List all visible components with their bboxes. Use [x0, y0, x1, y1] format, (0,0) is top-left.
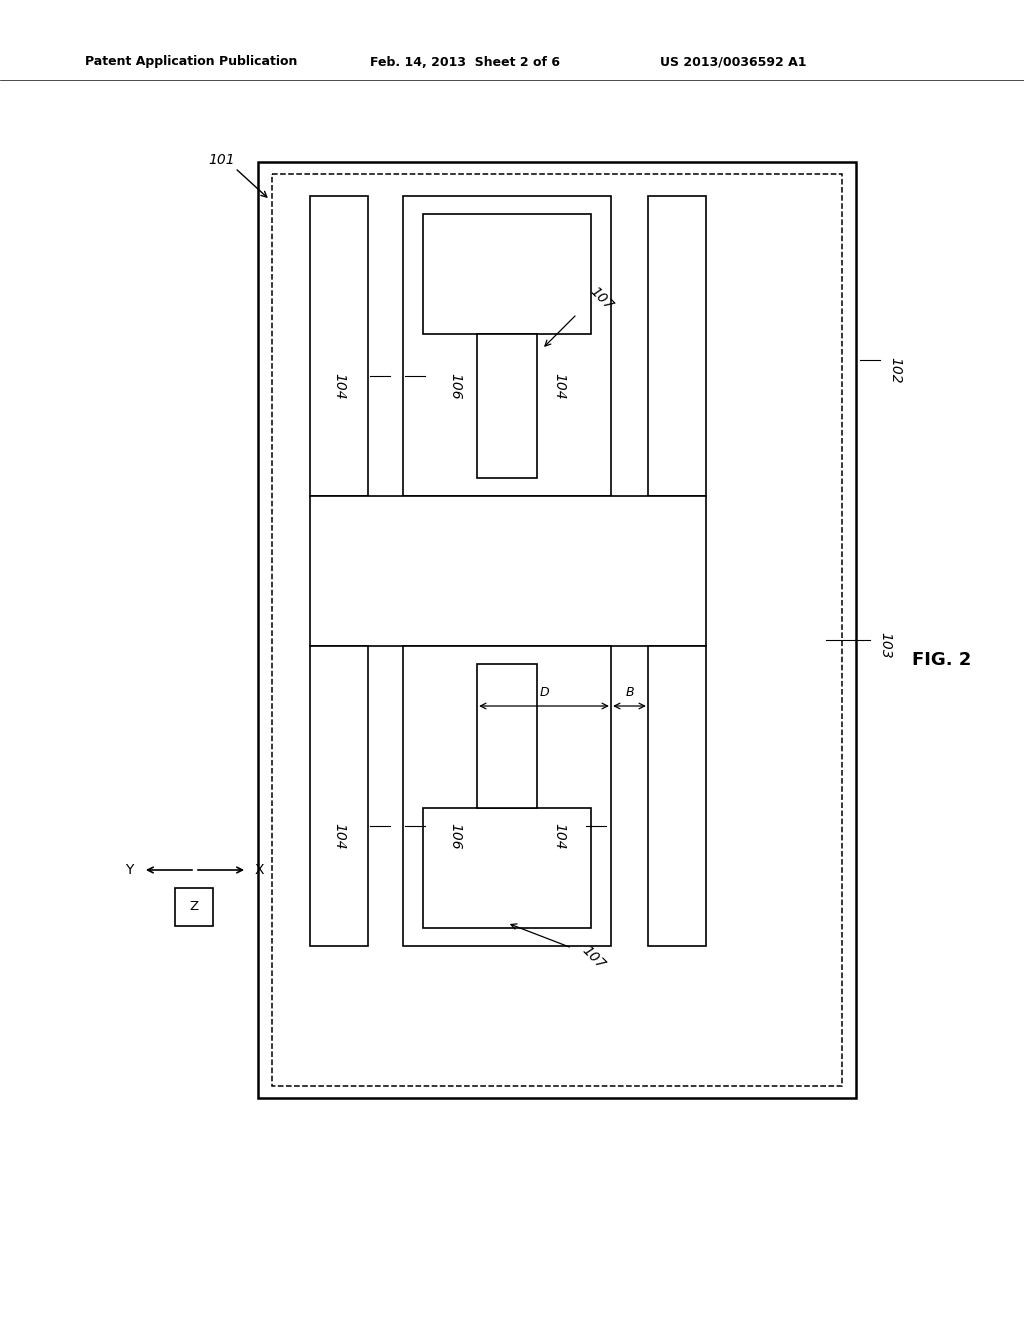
Bar [423, 808, 591, 928]
Bar [175, 888, 213, 927]
Bar [648, 645, 706, 946]
Bar [477, 664, 537, 808]
Text: D: D [540, 685, 549, 698]
Text: 104: 104 [552, 372, 566, 400]
Text: Feb. 14, 2013  Sheet 2 of 6: Feb. 14, 2013 Sheet 2 of 6 [370, 55, 560, 69]
Bar [258, 162, 856, 1098]
Text: 103: 103 [878, 632, 892, 659]
Text: 106: 106 [449, 822, 462, 849]
Text: 102: 102 [888, 356, 902, 383]
Text: X: X [255, 863, 264, 876]
Bar [477, 334, 537, 478]
Text: 106: 106 [449, 372, 462, 400]
Text: B: B [626, 685, 634, 698]
Text: 104: 104 [332, 822, 346, 849]
Text: US 2013/0036592 A1: US 2013/0036592 A1 [660, 55, 807, 69]
Bar [423, 214, 591, 334]
Text: 101: 101 [209, 153, 236, 168]
Bar [648, 195, 706, 496]
Text: Y: Y [125, 863, 133, 876]
Text: Z: Z [189, 900, 199, 913]
Bar [310, 645, 368, 946]
Text: 104: 104 [332, 372, 346, 400]
Text: 107: 107 [579, 944, 607, 973]
Bar [310, 195, 368, 496]
Text: 104: 104 [552, 822, 566, 849]
Text: 107: 107 [587, 285, 615, 313]
Bar [310, 496, 706, 645]
Bar [403, 645, 611, 946]
Bar [403, 195, 611, 496]
Text: Patent Application Publication: Patent Application Publication [85, 55, 297, 69]
Bar [272, 174, 842, 1086]
Text: FIG. 2: FIG. 2 [912, 651, 972, 669]
